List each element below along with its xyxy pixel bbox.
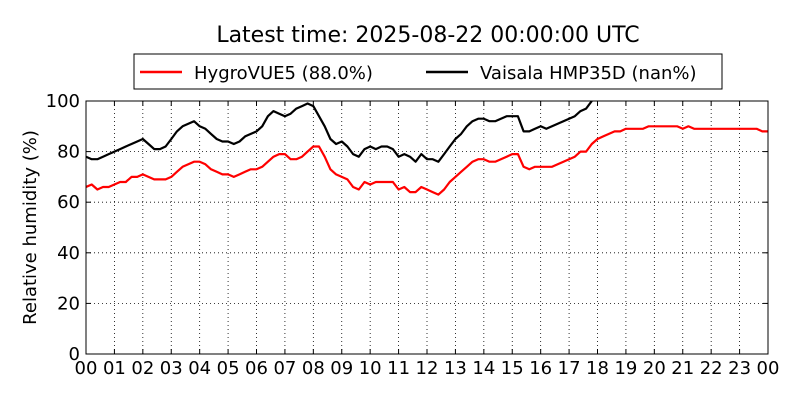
x-tick-label: 01 — [103, 358, 126, 379]
x-tick-label: 07 — [273, 358, 296, 379]
x-tick-label: 02 — [131, 358, 154, 379]
y-tick-label: 100 — [46, 91, 80, 112]
grid — [86, 101, 768, 354]
x-tick-label: 11 — [387, 358, 410, 379]
series-line-vaisala — [86, 101, 593, 163]
y-axis-label: Relative humidity (%) — [20, 130, 41, 325]
y-tick-label: 80 — [57, 142, 80, 163]
axis-ticks: 00 01 02 03 04 05 06 07 08 09 10 11 12 13 14 15 16 17 18 19… — [46, 91, 780, 379]
x-tick-label: 18 — [586, 358, 609, 379]
x-tick-label: 12 — [416, 358, 439, 379]
x-tick-label: 21 — [671, 358, 694, 379]
x-tick-label: 14 — [472, 358, 495, 379]
legend-label-vaisala: Vaisala HMP35D (nan%) — [480, 63, 697, 84]
x-tick-label: 04 — [188, 358, 211, 379]
x-tick-label: 23 — [728, 358, 751, 379]
x-tick-label: 06 — [245, 358, 268, 379]
x-tick-label: 08 — [302, 358, 325, 379]
x-tick-label: 10 — [359, 358, 382, 379]
y-tick-label: 20 — [57, 293, 80, 314]
x-tick-label: 20 — [643, 358, 666, 379]
legend-label-hygrovue5: HygroVUE5 (88.0%) — [194, 63, 373, 84]
y-tick-label: 40 — [57, 243, 80, 264]
legend: HygroVUE5 (88.0%) Vaisala HMP35D (nan%) — [133, 53, 723, 90]
x-tick-label: 16 — [529, 358, 552, 379]
chart-title: Latest time: 2025-08-22 00:00:00 UTC — [216, 23, 639, 48]
x-tick-label: 22 — [700, 358, 723, 379]
x-tick-label: 19 — [614, 358, 637, 379]
x-tick-label: 15 — [501, 358, 524, 379]
x-tick-label: 17 — [558, 358, 581, 379]
x-tick-label: 13 — [444, 358, 467, 379]
x-tick-label: 05 — [217, 358, 240, 379]
y-tick-label: 60 — [57, 192, 80, 213]
x-tick-label: 09 — [330, 358, 353, 379]
series-layer — [86, 101, 768, 196]
series-line-hygrovue5 — [86, 125, 768, 196]
y-tick-label: 0 — [69, 344, 80, 365]
x-tick-label: 00 — [757, 358, 780, 379]
x-tick-label: 00 — [75, 358, 98, 379]
x-tick-label: 03 — [160, 358, 183, 379]
plot-frame — [85, 100, 769, 355]
